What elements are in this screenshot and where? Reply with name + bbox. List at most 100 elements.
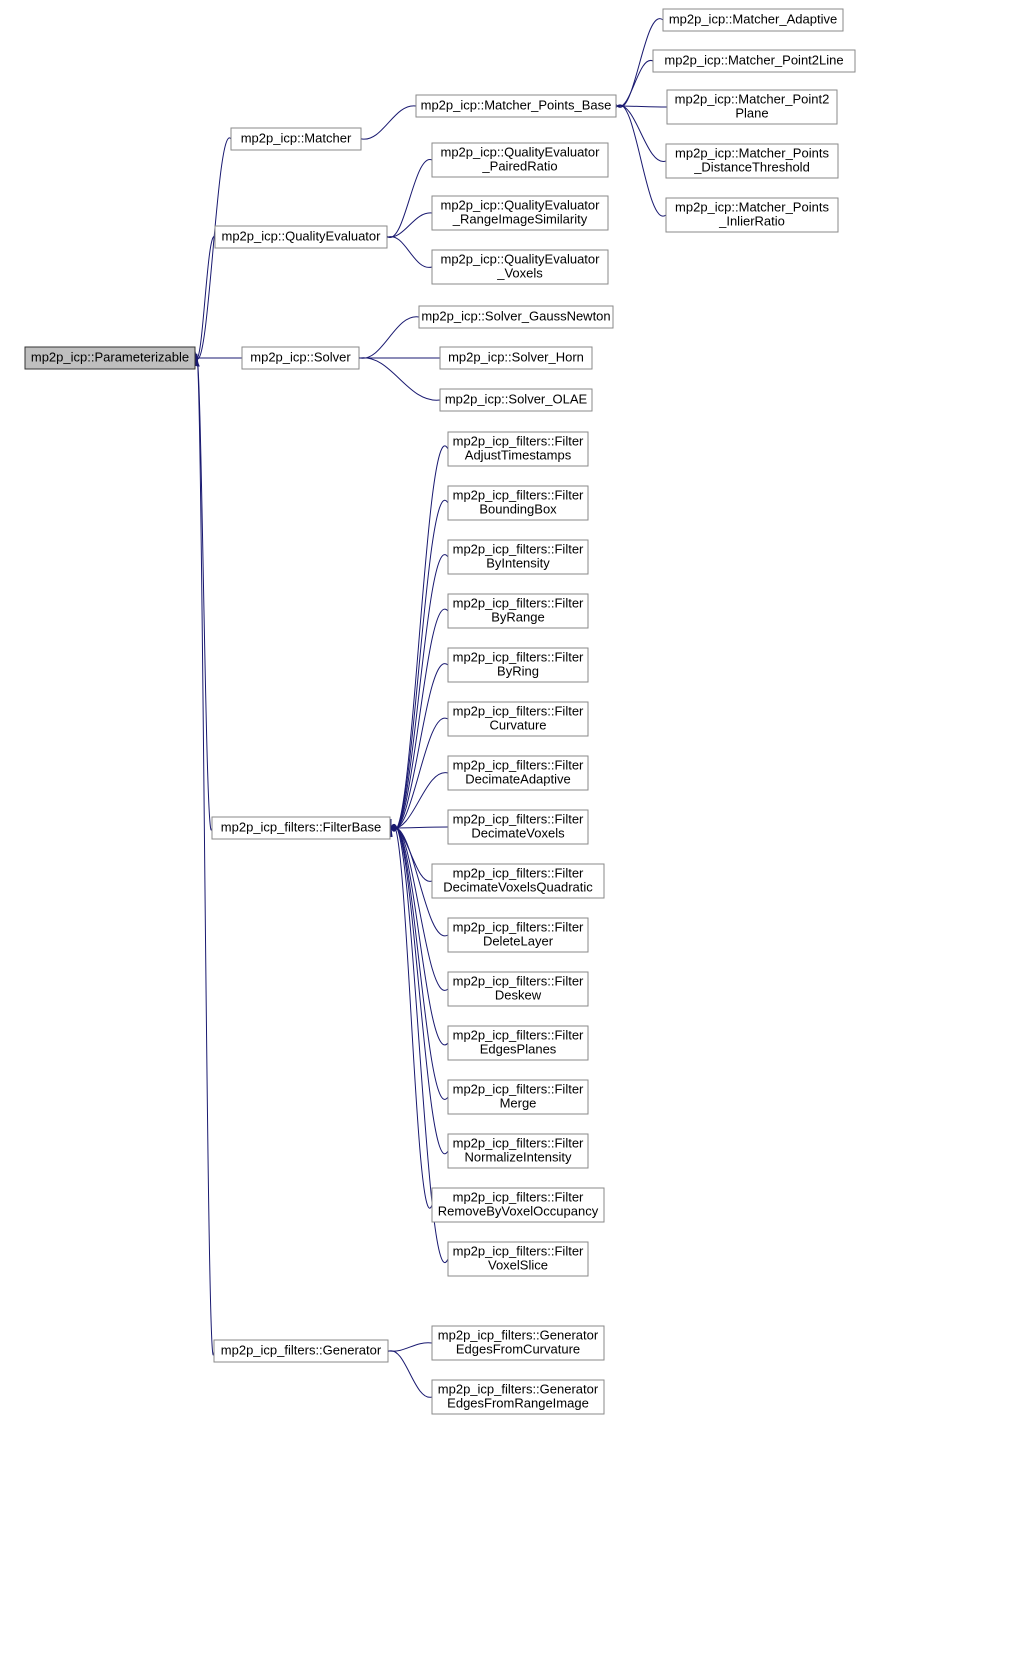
node-label: mp2p_icp_filters::Filter [453,595,584,610]
node-f_bi[interactable]: mp2p_icp_filters::FilterByIntensity [448,540,588,574]
node-label: mp2p_icp::QualityEvaluator [222,228,382,243]
node-m_adapt[interactable]: mp2p_icp::Matcher_Adaptive [663,9,843,31]
node-label: mp2p_icp_filters::Filter [453,541,584,556]
edge-qe_vox-to-quality [388,237,432,268]
node-label: DecimateVoxelsQuadratic [443,879,593,894]
node-label: mp2p_icp_filters::Filter [453,1189,584,1204]
edge-gen_ec-to-generator [389,1343,432,1351]
node-m_p2l[interactable]: mp2p_icp::Matcher_Point2Line [653,50,855,72]
node-label: mp2p_icp_filters::Filter [453,487,584,502]
node-matcher[interactable]: mp2p_icp::Matcher [231,128,361,150]
inheritance-diagram: mp2p_icp::Parameterizable mp2p_icp::Match… [0,0,1009,1673]
node-m_pdt[interactable]: mp2p_icp::Matcher_Points_DistanceThresho… [666,144,838,178]
node-label: mp2p_icp::Parameterizable [31,349,189,364]
node-qe_ris[interactable]: mp2p_icp::QualityEvaluator_RangeImageSim… [432,196,608,230]
node-label: RemoveByVoxelOccupancy [438,1203,599,1218]
node-label: mp2p_icp::Solver_OLAE [445,391,588,406]
node-sol_gn[interactable]: mp2p_icp::Solver_GaussNewton [419,306,613,328]
node-generator[interactable]: mp2p_icp_filters::Generator [214,1340,388,1362]
node-label: mp2p_icp::Solver [250,349,351,364]
node-label: _DistanceThreshold [693,159,810,174]
node-f_vs[interactable]: mp2p_icp_filters::FilterVoxelSlice [448,1242,588,1276]
nodes-layer: mp2p_icp::Parameterizable mp2p_icp::Match… [25,9,855,1414]
node-m_pir[interactable]: mp2p_icp::Matcher_Points_InlierRatio [666,198,838,232]
node-label: mp2p_icp_filters::Filter [453,1243,584,1258]
node-label: mp2p_icp::Solver_GaussNewton [421,308,610,323]
node-filterbase[interactable]: mp2p_icp_filters::FilterBase [212,817,390,839]
node-qe_pr[interactable]: mp2p_icp::QualityEvaluator_PairedRatio [432,143,608,177]
edge-qe_ris-to-quality [388,213,432,237]
node-gen_ri[interactable]: mp2p_icp_filters::GeneratorEdgesFromRang… [432,1380,604,1414]
node-f_dv[interactable]: mp2p_icp_filters::FilterDecimateVoxels [448,810,588,844]
node-label: mp2p_icp::Matcher_Points [675,145,829,160]
node-label: ByIntensity [486,555,550,570]
node-label: mp2p_icp_filters::Filter [453,973,584,988]
node-label: DecimateAdaptive [465,771,571,786]
node-f_bb[interactable]: mp2p_icp_filters::FilterBoundingBox [448,486,588,520]
node-label: mp2p_icp_filters::Filter [453,811,584,826]
node-sol_olae[interactable]: mp2p_icp::Solver_OLAE [440,389,592,411]
node-f_dvq[interactable]: mp2p_icp_filters::FilterDecimateVoxelsQu… [432,864,604,898]
node-f_curv[interactable]: mp2p_icp_filters::FilterCurvature [448,702,588,736]
node-solver[interactable]: mp2p_icp::Solver [242,347,359,369]
node-m_p2p[interactable]: mp2p_icp::Matcher_Point2Plane [667,90,837,124]
node-label: mp2p_icp::Matcher_Adaptive [669,11,837,26]
node-label: mp2p_icp_filters::Generator [438,1381,599,1396]
node-root[interactable]: mp2p_icp::Parameterizable [25,347,195,369]
node-label: AdjustTimestamps [465,447,572,462]
edge-gen_ri-to-generator [389,1351,432,1398]
node-f_bri[interactable]: mp2p_icp_filters::FilterByRing [448,648,588,682]
node-label: DeleteLayer [483,933,554,948]
node-label: _InlierRatio [718,213,785,228]
edge-m_p2l-to-matcher_pb [617,60,653,106]
node-f_mrg[interactable]: mp2p_icp_filters::FilterMerge [448,1080,588,1114]
node-label: mp2p_icp_filters::Filter [453,1027,584,1042]
node-label: mp2p_icp_filters::Filter [453,703,584,718]
node-label: EdgesFromCurvature [456,1341,580,1356]
node-f_ni[interactable]: mp2p_icp_filters::FilterNormalizeIntensi… [448,1134,588,1168]
node-qe_vox[interactable]: mp2p_icp::QualityEvaluator_Voxels [432,250,608,284]
node-label: Merge [500,1095,537,1110]
edge-qe_pr-to-quality [388,160,432,238]
node-gen_ec[interactable]: mp2p_icp_filters::GeneratorEdgesFromCurv… [432,1326,604,1360]
node-f_da[interactable]: mp2p_icp_filters::FilterDecimateAdaptive [448,756,588,790]
node-label: mp2p_icp_filters::Generator [438,1327,599,1342]
node-sol_horn[interactable]: mp2p_icp::Solver_Horn [440,347,592,369]
node-label: mp2p_icp_filters::Filter [453,757,584,772]
edge-f_bb-to-filterbase [391,500,448,831]
node-label: _PairedRatio [481,158,557,173]
node-f_ep[interactable]: mp2p_icp_filters::FilterEdgesPlanes [448,1026,588,1060]
edge-f_br-to-filterbase [391,609,448,830]
node-label: mp2p_icp::Solver_Horn [448,349,584,364]
node-label: mp2p_icp_filters::Filter [453,1135,584,1150]
node-label: _Voxels [496,265,543,280]
node-label: mp2p_icp::Matcher_Points [675,199,829,214]
edge-matcher-to-root [196,138,231,359]
edge-f_curv-to-filterbase [391,718,448,829]
node-f_rvo[interactable]: mp2p_icp_filters::FilterRemoveByVoxelOcc… [432,1188,604,1222]
node-f_dsk[interactable]: mp2p_icp_filters::FilterDeskew [448,972,588,1006]
node-label: _RangeImageSimilarity [452,211,588,226]
node-label: mp2p_icp::Matcher_Point2Line [664,52,843,67]
node-label: mp2p_icp_filters::Filter [453,649,584,664]
node-label: ByRing [497,663,539,678]
node-label: mp2p_icp::QualityEvaluator [441,144,601,159]
node-label: mp2p_icp_filters::Filter [453,1081,584,1096]
node-label: mp2p_icp::QualityEvaluator [441,197,601,212]
node-label: EdgesPlanes [480,1041,557,1056]
node-matcher_pb[interactable]: mp2p_icp::Matcher_Points_Base [416,95,616,117]
node-quality[interactable]: mp2p_icp::QualityEvaluator [215,226,387,248]
edge-matcher_pb-to-matcher [362,106,416,139]
node-label: mp2p_icp::Matcher_Points_Base [421,97,612,112]
node-label: mp2p_icp_filters::Filter [453,433,584,448]
edge-f_ep-to-filterbase [391,826,448,1045]
node-label: mp2p_icp_filters::Generator [221,1342,382,1357]
node-f_adj[interactable]: mp2p_icp_filters::FilterAdjustTimestamps [448,432,588,466]
edge-sol_olae-to-solver [360,358,440,400]
node-label: mp2p_icp::Matcher_Point2 [675,91,830,106]
node-f_del[interactable]: mp2p_icp_filters::FilterDeleteLayer [448,918,588,952]
node-label: mp2p_icp_filters::FilterBase [221,819,381,834]
node-label: mp2p_icp_filters::Filter [453,919,584,934]
node-f_br[interactable]: mp2p_icp_filters::FilterByRange [448,594,588,628]
edge-generator-to-root [196,354,214,1355]
